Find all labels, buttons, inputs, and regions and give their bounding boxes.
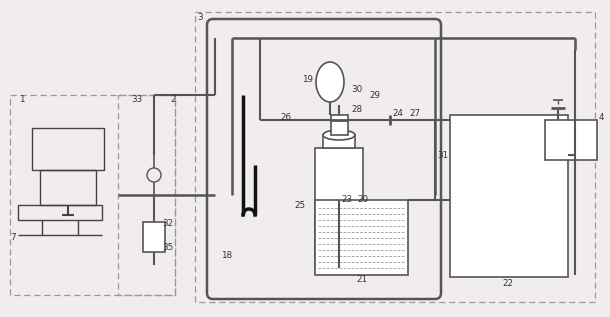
Text: 27: 27: [409, 108, 420, 118]
Text: 18: 18: [221, 250, 232, 260]
Text: 29: 29: [370, 92, 381, 100]
Bar: [18, 205, 102, 220]
Text: 2: 2: [170, 95, 176, 105]
Text: 24: 24: [392, 108, 403, 118]
Text: 1: 1: [20, 95, 25, 105]
Bar: [545, 120, 597, 160]
Text: 23: 23: [342, 196, 353, 204]
Text: 30: 30: [351, 86, 362, 94]
Text: 22: 22: [503, 279, 514, 288]
Text: 28: 28: [351, 105, 362, 113]
Bar: [118, 95, 175, 295]
Bar: [450, 115, 568, 277]
Bar: [315, 200, 408, 275]
Text: 19: 19: [303, 75, 314, 85]
Text: 3: 3: [197, 12, 203, 22]
Bar: [40, 170, 96, 205]
Text: 26: 26: [281, 113, 292, 122]
Bar: [32, 128, 104, 170]
Text: 4: 4: [598, 113, 604, 122]
Text: 31: 31: [437, 151, 448, 159]
Text: 35: 35: [162, 243, 174, 253]
Text: 33: 33: [131, 95, 143, 105]
Bar: [10, 95, 175, 295]
Ellipse shape: [316, 62, 344, 102]
Text: 32: 32: [162, 218, 174, 228]
Bar: [315, 148, 363, 268]
Text: 21: 21: [356, 275, 367, 284]
Ellipse shape: [323, 130, 355, 140]
Text: 7: 7: [10, 234, 16, 243]
Bar: [195, 12, 595, 302]
Bar: [323, 135, 355, 148]
Bar: [143, 222, 165, 252]
Bar: [331, 115, 348, 135]
Text: 25: 25: [295, 200, 306, 210]
Text: 20: 20: [357, 196, 368, 204]
